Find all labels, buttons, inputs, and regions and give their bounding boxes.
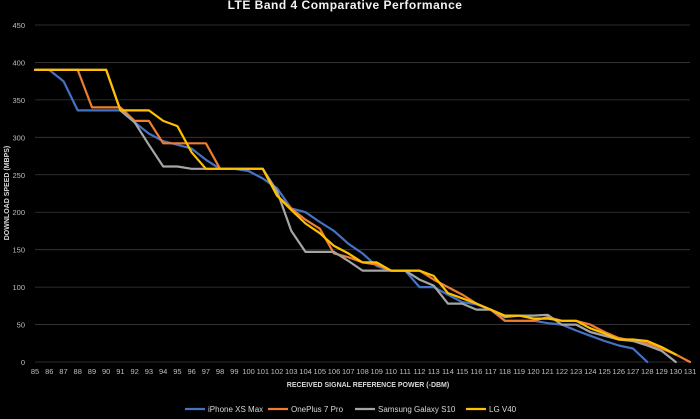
x-tick-label: 127 [627, 367, 640, 376]
y-tick-label: 450 [12, 21, 25, 30]
x-tick-label: 120 [527, 367, 540, 376]
x-tick-label: 100 [242, 367, 255, 376]
y-tick-label: 150 [12, 246, 25, 255]
x-tick-label: 105 [314, 367, 327, 376]
x-tick-label: 112 [413, 367, 425, 376]
x-tick-label: 107 [342, 367, 355, 376]
y-tick-label: 0 [21, 358, 25, 367]
x-tick-label: 96 [187, 367, 195, 376]
x-tick-label: 111 [400, 367, 411, 376]
y-tick-label: 100 [12, 283, 25, 292]
y-tick-label: 200 [12, 208, 25, 217]
chart-title: LTE Band 4 Comparative Performance [228, 0, 463, 12]
x-tick-label: 98 [216, 367, 224, 376]
series-line-samsung-galaxy-s10 [33, 68, 677, 364]
x-tick-label: 116 [470, 367, 482, 376]
y-axis-label: DOWNLOAD SPEED (MBPS) [4, 146, 11, 241]
legend-label: iPhone XS Max [208, 405, 263, 414]
x-tick-label: 97 [202, 367, 210, 376]
x-tick-label: 106 [328, 367, 341, 376]
x-tick-label: 131 [684, 367, 697, 376]
legend-label: Samsung Galaxy S10 [378, 405, 456, 414]
y-tick-label: 300 [12, 133, 25, 142]
x-tick-label: 126 [613, 367, 626, 376]
x-tick-label: 93 [145, 367, 153, 376]
x-tick-label: 119 [513, 367, 525, 376]
x-tick-label: 88 [74, 367, 82, 376]
x-tick-label: 117 [485, 367, 497, 376]
series-line-oneplus-7-pro [33, 68, 692, 364]
x-tick-label: 86 [45, 367, 53, 376]
x-tick-label: 125 [598, 367, 611, 376]
legend-item: OnePlus 7 Pro [268, 405, 344, 414]
legend-item: Samsung Galaxy S10 [355, 405, 456, 414]
series-lines [33, 68, 692, 364]
x-tick-label: 110 [385, 367, 397, 376]
x-tick-label: 118 [499, 367, 511, 376]
x-tick-label: 109 [370, 367, 383, 376]
legend-label: LG V40 [489, 405, 517, 414]
y-tick-label: 250 [12, 171, 25, 180]
x-tick-label: 114 [442, 367, 454, 376]
x-tick-label: 87 [59, 367, 67, 376]
x-tick-label: 121 [541, 367, 554, 376]
x-tick-label: 108 [356, 367, 369, 376]
x-axis-ticks: 85 86 87 88 89 90 91 92 93 94 95 96 97 98 99 100 101 102 1… [31, 367, 696, 376]
x-tick-label: 128 [641, 367, 654, 376]
x-tick-label: 89 [88, 367, 96, 376]
x-tick-label: 130 [670, 367, 683, 376]
x-axis-label: RECEIVED SIGNAL REFERENCE POWER (-DBM) [287, 382, 449, 389]
y-axis-ticks: 0 50 100 150 200 250 300 350 400 450 [12, 21, 25, 367]
gridlines [35, 24, 690, 363]
legend: iPhone XS Max OnePlus 7 Pro Samsung Galaxy… [185, 405, 517, 414]
x-tick-label: 122 [556, 367, 569, 376]
x-tick-label: 124 [584, 367, 597, 376]
x-tick-label: 113 [428, 367, 440, 376]
x-tick-label: 104 [299, 367, 312, 376]
legend-item: LG V40 [466, 405, 517, 414]
legend-label: OnePlus 7 Pro [291, 405, 344, 414]
x-tick-label: 101 [257, 367, 270, 376]
x-tick-label: 123 [570, 367, 583, 376]
x-tick-label: 90 [102, 367, 110, 376]
x-tick-label: 94 [159, 367, 167, 376]
x-tick-label: 103 [285, 367, 298, 376]
legend-item: iPhone XS Max [185, 405, 263, 414]
x-tick-label: 85 [31, 367, 39, 376]
y-tick-label: 50 [17, 321, 25, 330]
y-tick-label: 400 [12, 58, 25, 67]
x-tick-label: 115 [456, 367, 468, 376]
x-tick-label: 102 [271, 367, 284, 376]
x-tick-label: 99 [230, 367, 238, 376]
series-line-lg-v40 [33, 68, 677, 356]
x-tick-label: 95 [173, 367, 181, 376]
x-tick-label: 129 [655, 367, 668, 376]
y-tick-label: 350 [12, 96, 25, 105]
x-tick-label: 91 [116, 367, 124, 376]
x-tick-label: 92 [131, 367, 139, 376]
